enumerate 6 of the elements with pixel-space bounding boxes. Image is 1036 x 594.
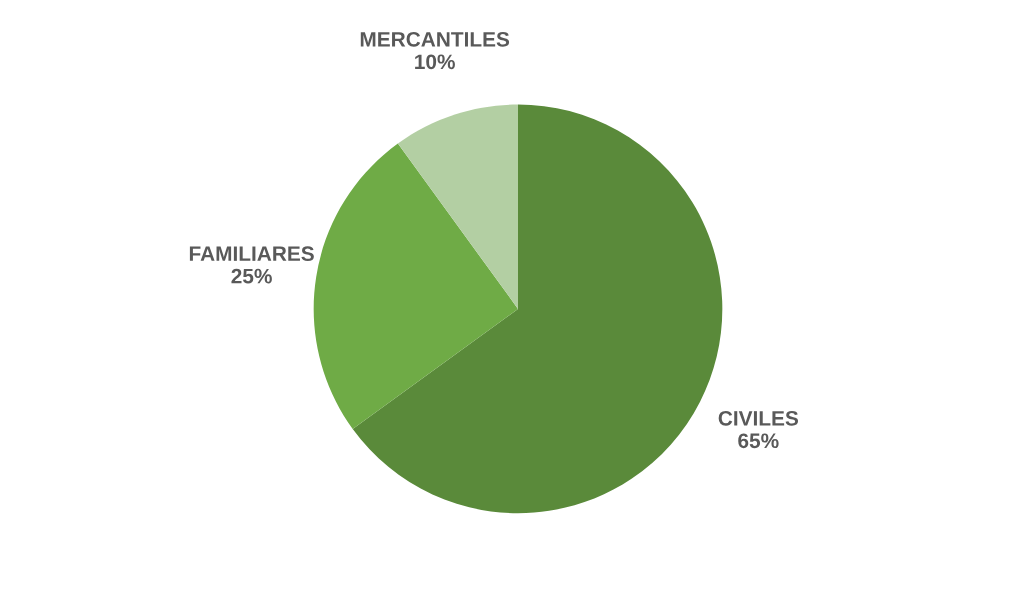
data-label: 25% [231, 268, 272, 284]
data-label: 10% [415, 54, 455, 70]
data-label: 65% [738, 433, 779, 449]
slice-label: MERCANTILES [360, 31, 510, 47]
slice-label: CIVILES [718, 410, 799, 426]
slice-label: FAMILIARES [189, 246, 314, 262]
